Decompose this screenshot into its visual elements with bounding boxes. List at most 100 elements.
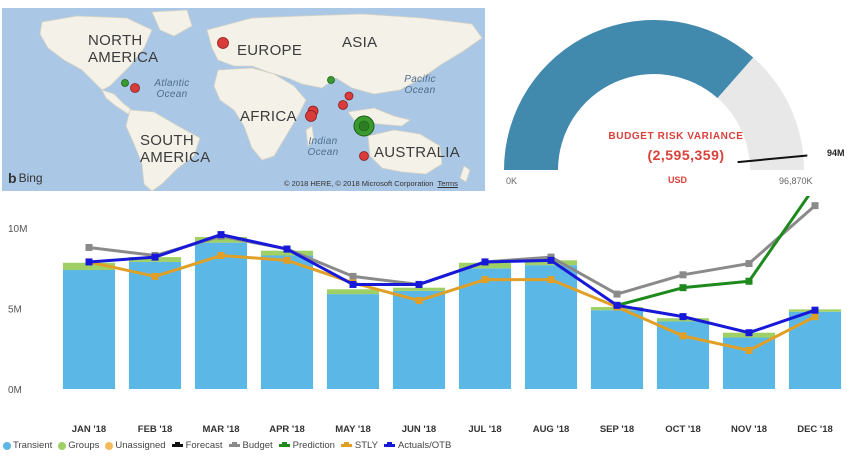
legend-item[interactable]: Forecast: [171, 440, 223, 451]
legend-item[interactable]: Transient: [3, 440, 52, 451]
gauge-visual[interactable]: BUDGET RISK VARIANCE (2,595,359) USD 0K …: [488, 0, 856, 195]
point-actuals-otb[interactable]: [85, 258, 93, 266]
point-actuals-otb[interactable]: [613, 301, 621, 309]
bar-transient[interactable]: [326, 294, 380, 389]
legend-label: STLY: [354, 440, 378, 451]
point-budget[interactable]: [85, 243, 93, 251]
bar-transient[interactable]: [590, 310, 644, 389]
bing-logo: b Bing: [8, 170, 43, 186]
bar-transient[interactable]: [458, 268, 512, 389]
map-marker[interactable]: [130, 83, 140, 93]
copyright-text: © 2018 HERE, © 2018 Microsoft Corporatio…: [284, 179, 434, 188]
y-tick-label: 5M: [8, 305, 22, 316]
bar-transient[interactable]: [392, 290, 446, 389]
x-tick-label: AUG '18: [533, 424, 570, 435]
point-actuals-otb[interactable]: [679, 313, 687, 321]
point-actuals-otb[interactable]: [481, 258, 489, 266]
y-tick-label: 0M: [8, 385, 22, 396]
point-stly[interactable]: [283, 256, 291, 264]
map-marker[interactable]: [217, 37, 229, 49]
point-stly[interactable]: [415, 297, 423, 305]
x-tick-label: OCT '18: [665, 424, 701, 435]
bar-transient[interactable]: [788, 311, 842, 389]
map-marker[interactable]: [344, 91, 354, 101]
gauge-title: BUDGET RISK VARIANCE: [608, 131, 744, 142]
legend-swatch: [383, 442, 395, 447]
legend-swatch: [228, 442, 240, 447]
map-marker[interactable]: [121, 79, 129, 87]
bar-groups[interactable]: [326, 289, 380, 295]
terms-link[interactable]: Terms: [437, 179, 458, 188]
point-budget[interactable]: [613, 290, 621, 298]
continent-label: AFRICA: [240, 108, 297, 125]
world-map: [2, 8, 485, 191]
bar-transient[interactable]: [128, 261, 182, 389]
x-tick-label: APR '18: [269, 424, 305, 435]
bar-groups[interactable]: [62, 262, 116, 270]
point-stly[interactable]: [217, 252, 225, 260]
point-actuals-otb[interactable]: [349, 280, 357, 288]
bar-groups[interactable]: [458, 262, 512, 269]
x-tick-label: FEB '18: [138, 424, 172, 435]
chart-legend: Transient Groups Unassigned Forecast Budget P…: [3, 440, 457, 451]
point-actuals-otb[interactable]: [283, 245, 291, 253]
point-actuals-otb[interactable]: [745, 329, 753, 337]
legend-item[interactable]: Prediction: [278, 440, 335, 451]
point-actuals-otb[interactable]: [415, 280, 423, 288]
legend-label: Actuals/OTB: [397, 440, 452, 451]
map-visual[interactable]: NORTH AMERICA EUROPE ASIA AFRICA SOUTH A…: [2, 8, 485, 191]
point-stly[interactable]: [745, 346, 753, 354]
bar-transient[interactable]: [524, 265, 578, 389]
point-prediction[interactable]: [679, 284, 687, 292]
map-marker[interactable]: [338, 100, 348, 110]
point-prediction[interactable]: [745, 277, 753, 285]
point-actuals-otb[interactable]: [547, 256, 555, 264]
point-stly[interactable]: [547, 276, 555, 284]
gauge-unit: USD: [668, 175, 688, 185]
point-actuals-otb[interactable]: [151, 253, 159, 261]
bar-groups[interactable]: [260, 250, 314, 256]
x-tick-label: NOV '18: [731, 424, 767, 435]
bing-label: Bing: [18, 171, 43, 185]
point-stly[interactable]: [151, 272, 159, 280]
x-tick-label: JUL '18: [468, 424, 501, 435]
legend-label: Groups: [68, 440, 100, 451]
legend-label: Forecast: [185, 440, 223, 451]
continent-label: SOUTH AMERICA: [140, 132, 211, 166]
bar-transient[interactable]: [260, 255, 314, 389]
ocean-label: Pacific Ocean: [404, 74, 436, 96]
gauge-value: (2,595,359): [647, 147, 725, 163]
bar-groups[interactable]: [194, 237, 248, 243]
point-budget[interactable]: [679, 271, 687, 279]
point-budget[interactable]: [349, 272, 357, 280]
legend-swatch: [3, 441, 11, 450]
legend-label: Unassigned: [115, 440, 166, 451]
map-marker[interactable]: [305, 110, 317, 122]
point-actuals-otb[interactable]: [811, 306, 819, 314]
map-copyright: © 2018 HERE, © 2018 Microsoft Corporatio…: [284, 179, 458, 188]
legend-item[interactable]: Groups: [58, 440, 99, 451]
point-budget[interactable]: [811, 202, 819, 210]
legend-item[interactable]: STLY: [340, 440, 378, 451]
map-marker[interactable]: [358, 120, 370, 132]
bar-groups[interactable]: [392, 287, 446, 291]
bar-transient[interactable]: [656, 321, 710, 389]
legend-swatch: [105, 441, 114, 450]
x-tick-label: MAR '18: [202, 424, 239, 435]
x-tick-label: JUN '18: [402, 424, 436, 435]
bar-transient[interactable]: [194, 242, 248, 389]
gauge-target-label: 94M: [827, 148, 845, 158]
map-marker[interactable]: [327, 76, 335, 84]
point-stly[interactable]: [481, 276, 489, 284]
legend-item[interactable]: Unassigned: [105, 440, 166, 451]
combo-chart-visual[interactable]: 0M 5M 10M JAN '18 FEB '18 MAR '18 APR '18 MAY '…: [0, 196, 856, 458]
map-marker[interactable]: [359, 151, 369, 161]
legend-item[interactable]: Actuals/OTB: [383, 440, 452, 451]
bar-transient[interactable]: [62, 269, 116, 389]
legend-item[interactable]: Budget: [228, 440, 273, 451]
point-stly[interactable]: [679, 332, 687, 340]
point-actuals-otb[interactable]: [217, 231, 225, 239]
point-budget[interactable]: [745, 260, 753, 268]
ocean-label: Atlantic Ocean: [154, 78, 190, 100]
point-stly[interactable]: [811, 313, 819, 321]
